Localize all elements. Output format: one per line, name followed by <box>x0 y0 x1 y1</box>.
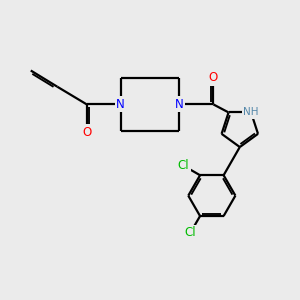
Text: Cl: Cl <box>185 226 196 239</box>
Text: O: O <box>209 71 218 84</box>
Text: NH: NH <box>243 107 259 117</box>
Text: N: N <box>116 98 125 111</box>
Text: O: O <box>82 126 91 139</box>
Text: N: N <box>175 98 184 111</box>
Text: Cl: Cl <box>178 159 189 172</box>
